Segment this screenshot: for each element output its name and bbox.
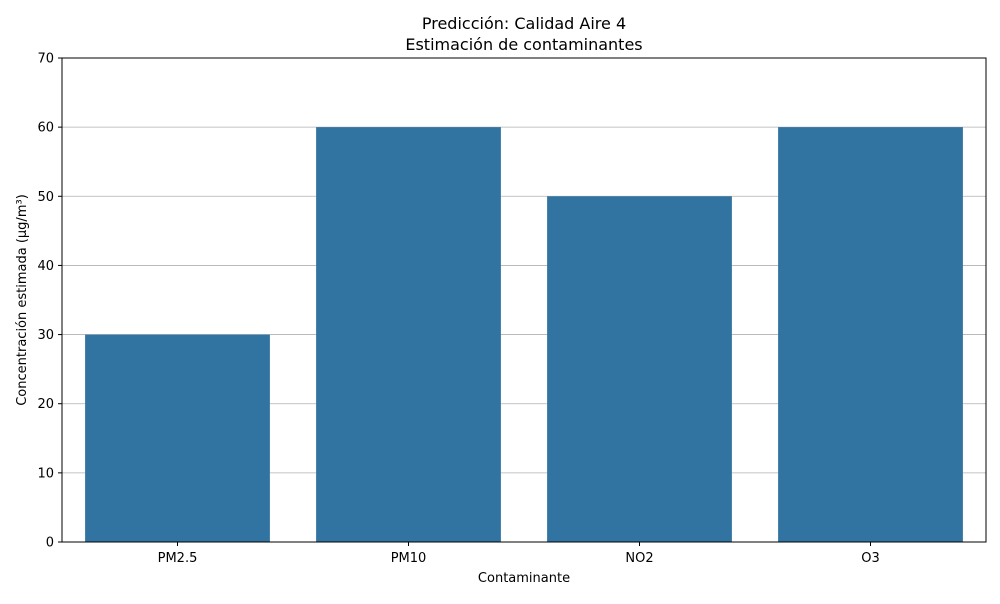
y-tick-label: 10 [37, 466, 54, 481]
y-tick-label: 50 [37, 190, 54, 205]
x-tick-label: PM2.5 [158, 551, 198, 566]
x-axis-ticks: PM2.5 PM10 NO2 O3 [158, 542, 880, 566]
y-axis-ticks: 0 10 20 30 40 50 60 70 [37, 52, 62, 551]
bar-o3 [778, 127, 963, 543]
chart-title: Predicción: Calidad Aire 4 [422, 14, 626, 33]
y-tick-label: 0 [46, 536, 54, 551]
bars [85, 127, 963, 543]
y-tick-label: 20 [37, 397, 54, 412]
y-tick-label: 60 [37, 121, 54, 136]
y-tick-label: 30 [37, 328, 54, 343]
x-axis-label: Contaminante [478, 571, 570, 586]
bar-pm10 [316, 127, 501, 543]
y-tick-label: 40 [37, 259, 54, 274]
y-tick-label: 70 [37, 52, 54, 67]
bar-no2 [547, 196, 732, 543]
x-tick-label: NO2 [625, 551, 653, 566]
bar-pm2-5 [85, 334, 270, 542]
chart-subtitle: Estimación de contaminantes [405, 35, 642, 54]
plot-frame [61, 57, 987, 543]
x-tick-label: O3 [861, 551, 880, 566]
x-tick-label: PM10 [391, 551, 427, 566]
y-axis-label: Concentración estimada (µg/m³) [15, 194, 30, 406]
